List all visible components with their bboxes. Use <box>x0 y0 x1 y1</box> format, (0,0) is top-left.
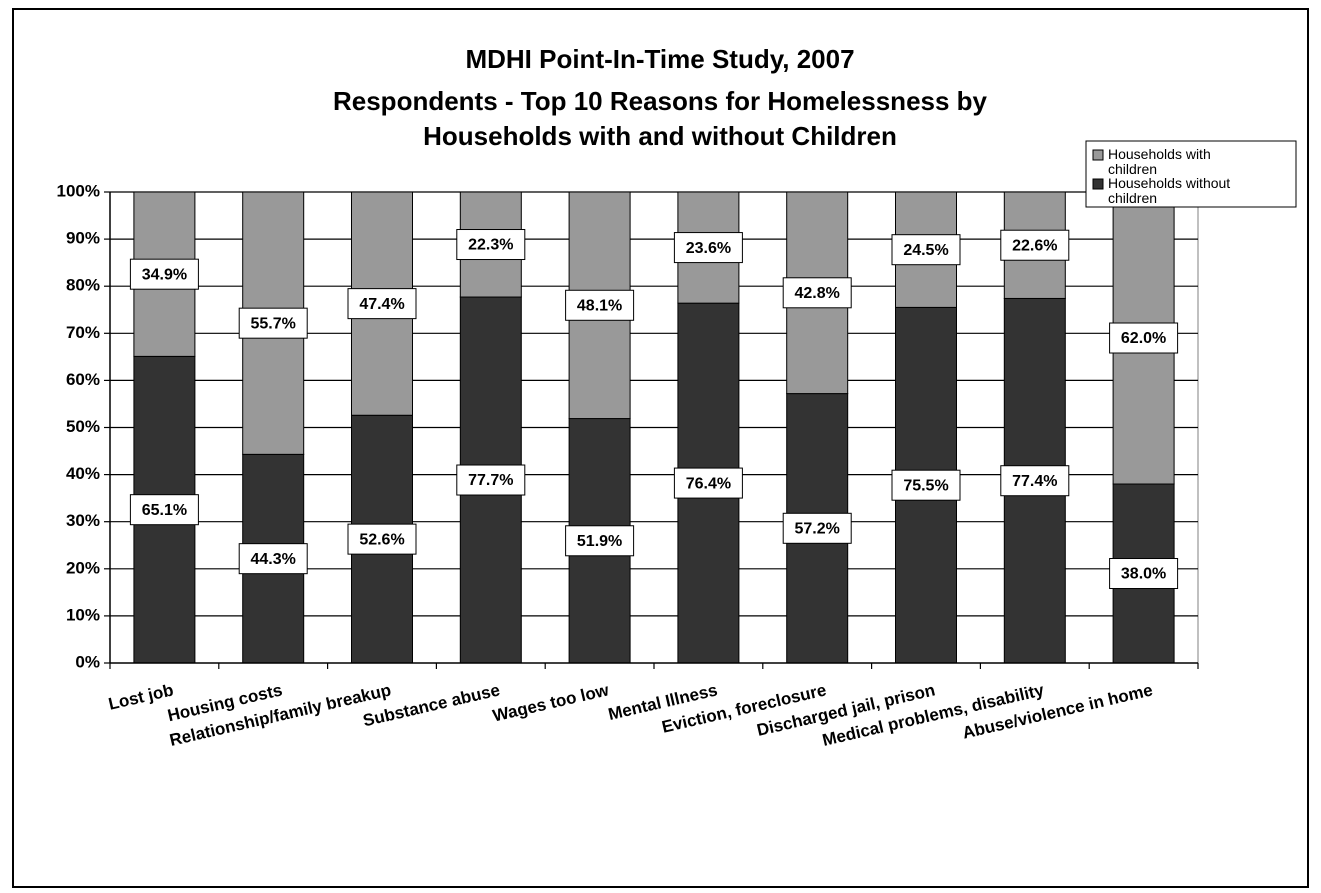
data-label-box <box>565 289 635 321</box>
y-tick-label: 80% <box>66 276 100 295</box>
legend-box <box>1085 140 1297 208</box>
data-label-box <box>891 469 961 501</box>
data-label: 44.3% <box>251 551 296 568</box>
data-label: 77.7% <box>468 472 513 489</box>
y-tick-label: 20% <box>66 558 100 577</box>
data-label: 24.5% <box>903 242 948 259</box>
legend-label: Households without children <box>1108 175 1230 206</box>
data-label: 23.6% <box>686 240 731 257</box>
data-label-box <box>673 467 743 499</box>
y-tick-label: 10% <box>66 605 100 624</box>
data-label-box <box>1109 558 1179 590</box>
data-label-box <box>129 494 199 526</box>
legend-label: Households with children <box>1108 146 1211 177</box>
y-tick-label: 0% <box>75 652 100 671</box>
data-label-box <box>891 234 961 266</box>
data-label-box <box>238 307 308 339</box>
data-label: 62.0% <box>1121 330 1166 347</box>
y-tick-label: 30% <box>66 511 100 530</box>
y-tick-label: 50% <box>66 417 100 436</box>
data-label-box <box>782 277 852 309</box>
data-label-box <box>673 232 743 264</box>
data-label: 55.7% <box>251 315 296 332</box>
data-label-box <box>347 523 417 555</box>
chart-title-line: MDHI Point-In-Time Study, 2007 <box>465 44 854 74</box>
data-label: 38.0% <box>1121 566 1166 583</box>
data-label: 75.5% <box>903 477 948 494</box>
data-label: 57.2% <box>795 521 840 538</box>
data-label: 77.4% <box>1012 473 1057 490</box>
data-label: 51.9% <box>577 533 622 550</box>
data-label-box <box>347 288 417 320</box>
data-label-box <box>1000 229 1070 261</box>
data-label: 22.6% <box>1012 237 1057 254</box>
data-label-box <box>1000 465 1070 497</box>
data-label-box <box>238 543 308 575</box>
chart-frame <box>12 8 1309 888</box>
data-label-box <box>129 258 199 290</box>
data-label: 47.4% <box>359 296 404 313</box>
y-tick-label: 70% <box>66 323 100 342</box>
y-tick-label: 40% <box>66 464 100 483</box>
legend-swatch <box>1092 149 1104 161</box>
chart-title-line: Respondents - Top 10 Reasons for Homeles… <box>333 86 988 116</box>
y-tick-label: 90% <box>66 229 100 248</box>
data-label-box <box>565 525 635 557</box>
chart-title-line: Households with and without Children <box>423 121 897 151</box>
data-label-box <box>456 464 526 496</box>
legend-swatch <box>1092 178 1104 190</box>
data-label: 34.9% <box>142 266 187 283</box>
data-label: 65.1% <box>142 502 187 519</box>
y-tick-label: 60% <box>66 370 100 389</box>
data-label-box <box>782 512 852 544</box>
data-label: 76.4% <box>686 475 731 492</box>
y-tick-label: 100% <box>57 181 100 200</box>
data-label-box <box>456 229 526 261</box>
data-label: 48.1% <box>577 297 622 314</box>
category-label: Wages too low <box>491 680 611 725</box>
data-label: 42.8% <box>795 285 840 302</box>
data-label-box <box>1109 322 1179 354</box>
data-label: 22.3% <box>468 237 513 254</box>
data-label: 52.6% <box>359 531 404 548</box>
category-label: Lost job <box>107 680 176 713</box>
